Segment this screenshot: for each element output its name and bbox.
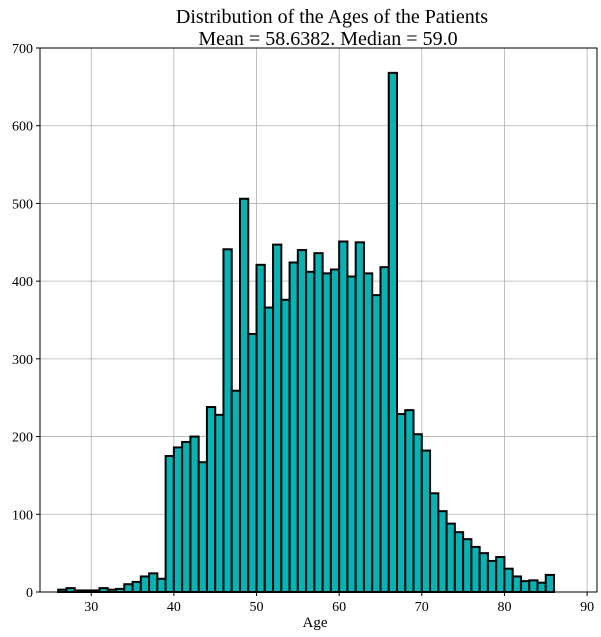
histogram-bar — [205, 406, 217, 594]
histogram-bar — [503, 567, 514, 594]
histogram-bar — [478, 552, 489, 594]
histogram-bar — [123, 583, 134, 594]
histogram-bar — [214, 413, 225, 593]
y-tick-label: 200 — [12, 431, 33, 446]
x-tick-label: 60 — [332, 600, 346, 615]
x-tick-label: 30 — [84, 600, 98, 615]
histogram-bar — [288, 261, 299, 593]
x-tick-label: 80 — [497, 600, 511, 615]
x-tick-label: 50 — [250, 600, 264, 615]
histogram-bar — [462, 538, 473, 594]
histogram-bar — [321, 272, 332, 593]
histogram-bar — [387, 71, 399, 593]
histogram-bar — [238, 197, 250, 593]
y-tick-label: 600 — [12, 120, 33, 135]
bars-layer — [57, 71, 556, 594]
histogram-bar — [486, 559, 498, 594]
y-tick-label: 300 — [12, 353, 33, 368]
histogram-bar — [148, 572, 159, 593]
histogram-bar — [544, 573, 556, 593]
x-tick-label: 70 — [415, 600, 429, 615]
ticks-layer: 30 40 50 60 70 80 90 0 100 200 300 400 500 600 700 — [12, 42, 594, 615]
histogram-bar — [313, 252, 324, 593]
histogram-bar — [222, 248, 233, 593]
y-tick-label: 100 — [12, 508, 33, 523]
histogram-bar — [181, 441, 192, 593]
histogram-bar — [280, 298, 291, 593]
histogram-bar — [519, 580, 531, 593]
x-tick-label: 40 — [167, 600, 181, 615]
histogram-bar — [379, 266, 390, 593]
histogram-bar — [429, 492, 440, 593]
histogram-bar — [189, 435, 200, 594]
histogram-bar — [329, 268, 341, 593]
histogram-bar — [354, 241, 365, 594]
histogram-bar — [445, 522, 456, 594]
chart-title: Distribution of the Ages of the Patients — [176, 6, 488, 28]
histogram-bar — [453, 531, 465, 593]
grid-layer — [40, 47, 597, 593]
histogram-bar — [528, 579, 539, 593]
histogram-bar — [511, 575, 522, 594]
histogram-bar — [172, 446, 184, 593]
histogram-bar — [495, 556, 506, 593]
x-tick-label: 90 — [580, 600, 594, 615]
histogram-bar — [296, 249, 308, 594]
histogram-bar — [404, 409, 415, 593]
histogram-bar — [412, 433, 423, 593]
histogram-bar — [139, 575, 151, 594]
histogram-bar — [338, 240, 349, 593]
histogram-bar — [164, 455, 175, 593]
histogram-bar — [536, 581, 547, 593]
histogram-bar — [131, 580, 142, 594]
histogram-bar — [263, 306, 275, 593]
histogram-bar — [272, 243, 283, 593]
x-axis-label: Age — [303, 615, 328, 631]
histogram-bar — [396, 413, 407, 593]
plot-frame — [39, 47, 598, 593]
histogram-bar — [371, 294, 382, 593]
histogram-bar — [470, 545, 481, 594]
y-tick-label: 400 — [12, 275, 33, 290]
histogram-bar — [247, 332, 258, 593]
histogram-bar — [156, 577, 167, 594]
histogram-bar — [362, 272, 374, 593]
histogram-bar — [305, 270, 316, 593]
histogram-bar — [420, 449, 432, 593]
histogram-bar — [98, 587, 109, 593]
histogram-bar — [255, 263, 266, 593]
y-tick-label: 500 — [12, 197, 33, 212]
histogram-bar — [437, 510, 448, 594]
y-tick-label: 700 — [12, 42, 33, 57]
histogram-bar — [346, 275, 357, 593]
y-tick-label: 0 — [26, 586, 33, 601]
histogram-bar — [197, 461, 208, 593]
chart-subtitle: Mean = 58.6382. Median = 59.0 — [198, 28, 457, 50]
histogram-bar — [65, 587, 76, 593]
histogram-bar — [230, 389, 241, 593]
